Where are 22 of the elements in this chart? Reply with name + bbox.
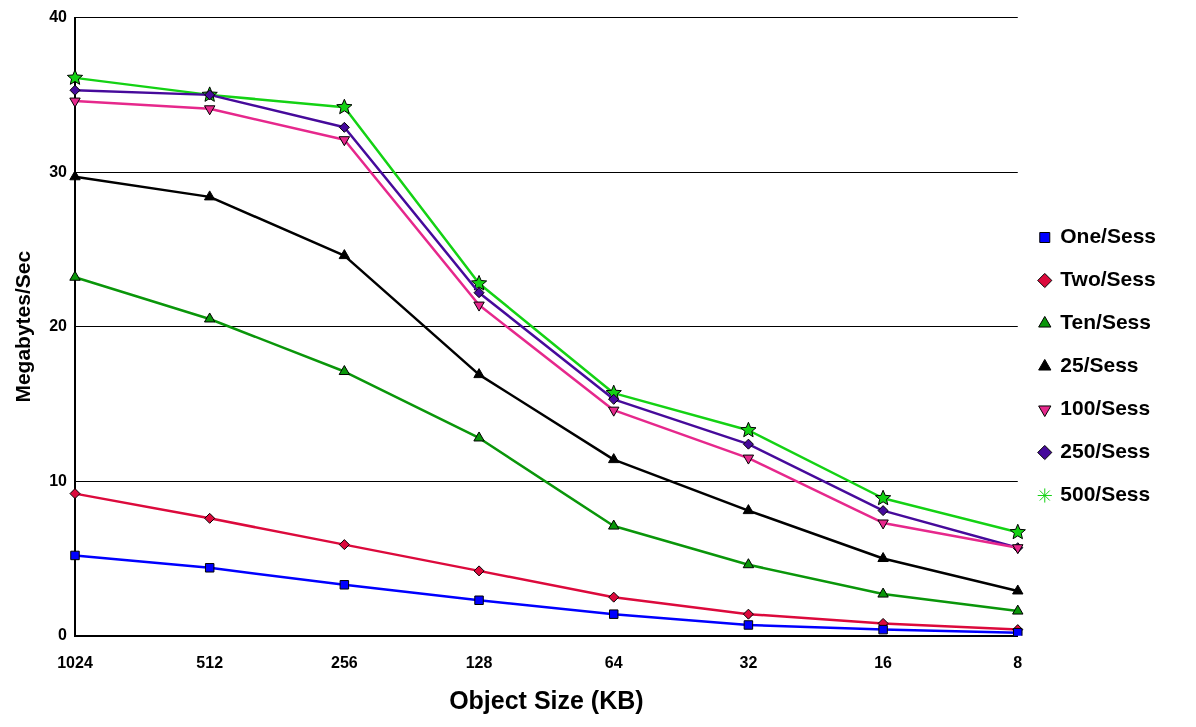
y-tick-label: 30 [49,162,68,180]
y-tick-label: 0 [58,626,68,644]
legend-label: 250/Sess [1060,439,1151,463]
x-tick-label: 16 [874,653,893,671]
x-tick-label: 32 [739,653,758,671]
x-tick-label: 128 [465,653,493,671]
y-tick-label: 10 [49,471,68,489]
y-tick-label: 20 [49,317,68,335]
legend-label: 100/Sess [1060,396,1151,420]
x-tick-label: 256 [331,653,358,671]
legend-label: Two/Sess [1060,267,1156,291]
x-axis-title: Object Size (KB) [449,685,644,714]
legend-label: One/Sess [1060,224,1157,248]
legend-label: 25/Sess [1060,353,1139,377]
x-tick-label: 8 [1013,653,1023,671]
legend-label: Ten/Sess [1060,310,1151,334]
legend-label: 500/Sess [1060,482,1151,506]
x-tick-label: 512 [196,653,224,671]
y-axis-title: Megabytes/Sec [11,250,35,403]
y-tick-label: 40 [49,8,68,26]
x-tick-label: 1024 [57,653,93,671]
x-tick-label: 64 [604,653,623,671]
